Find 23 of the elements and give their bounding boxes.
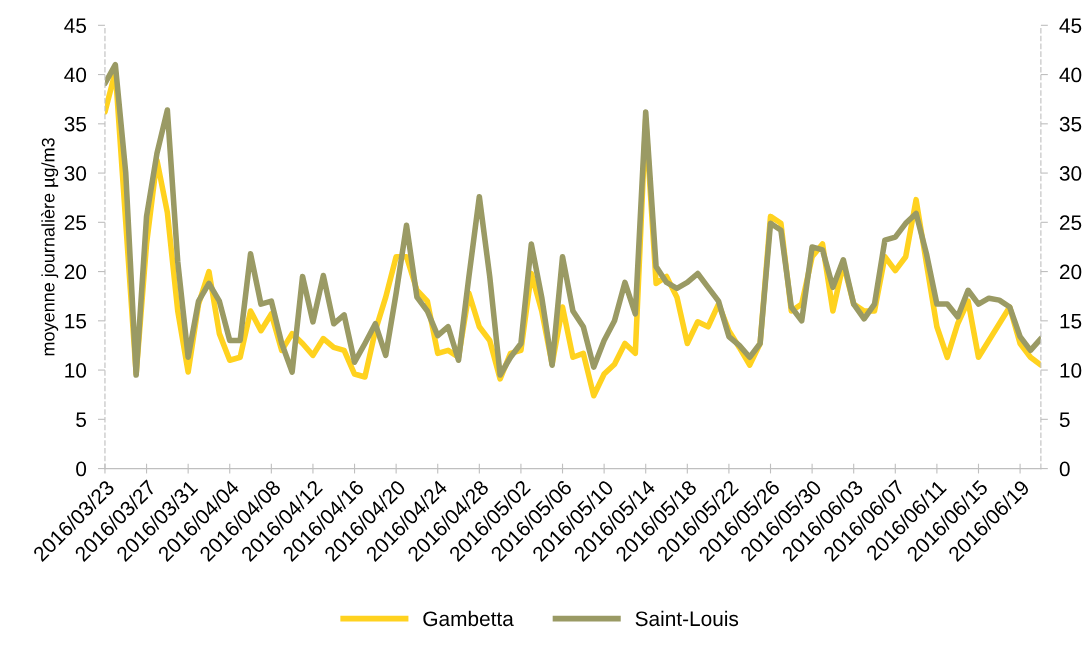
y2-tick-label: 30 [1059, 166, 1082, 181]
y2-tick-label: 0 [1059, 461, 1070, 477]
y2-tick-label: 40 [1059, 67, 1082, 83]
y-tick-label: 10 [65, 363, 87, 378]
y2-tick-label: 45 [1059, 18, 1082, 34]
y-tick-label: 0 [76, 461, 87, 477]
y-tick-label: 15 [65, 314, 87, 329]
y2-tick-label: 10 [1060, 363, 1082, 378]
y2-tick-label: 35 [1059, 116, 1082, 132]
y-tick-label: 5 [76, 412, 87, 428]
y-tick-label: 40 [64, 67, 87, 83]
y2-tick-label: 15 [1060, 314, 1082, 329]
legend-label: Saint-Louis [635, 610, 739, 627]
y-tick-label: 45 [64, 18, 87, 34]
legend-label: Gambetta [423, 610, 514, 627]
y-tick-label: 25 [64, 215, 87, 231]
y2-tick-label: 25 [1059, 215, 1082, 231]
y2-tick-label: 20 [1059, 264, 1082, 280]
y-tick-label: 20 [64, 264, 87, 280]
y-tick-label: 35 [64, 116, 87, 132]
y-tick-label: 30 [64, 166, 87, 181]
y-axis-title: moyenne journalière µg/m3 [41, 138, 59, 356]
y2-tick-label: 5 [1059, 412, 1070, 428]
